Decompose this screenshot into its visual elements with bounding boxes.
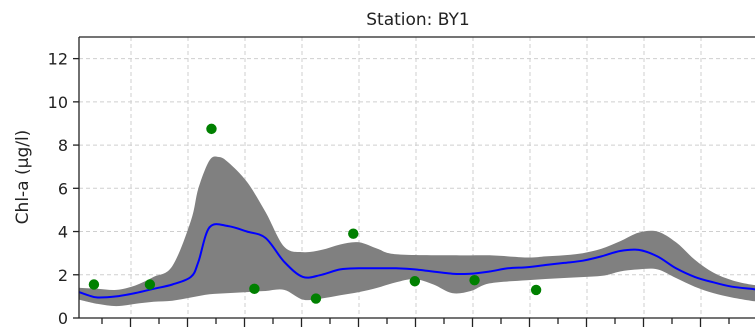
y-tick-label: 12 [48,50,68,69]
chart-title: Station: BY1 [366,10,470,30]
x-ticks [101,318,730,327]
observation-point [348,228,359,239]
y-tick-label: 4 [58,223,68,242]
model-median-line [78,223,755,299]
observation-point [469,274,480,286]
y-tick-label: 10 [48,93,68,112]
y-tick-label: 0 [58,309,68,328]
observation-points [88,123,542,304]
y-ticks: 0 2 4 6 8 10 12 [48,50,79,328]
observation-point [206,123,217,135]
observation-point [144,279,156,290]
y-axis-label: Chl-a (µg/l) [13,130,33,225]
y-tick-label: 6 [58,179,68,198]
axes [78,36,755,319]
y-tick-label: 2 [58,266,68,285]
observation-point [310,293,322,304]
observation-point [409,276,421,287]
observation-point [249,283,260,295]
observation-point [88,279,100,290]
model-uncertainty-band [79,156,755,307]
observation-point [530,284,542,296]
y-tick-label: 8 [58,136,68,155]
